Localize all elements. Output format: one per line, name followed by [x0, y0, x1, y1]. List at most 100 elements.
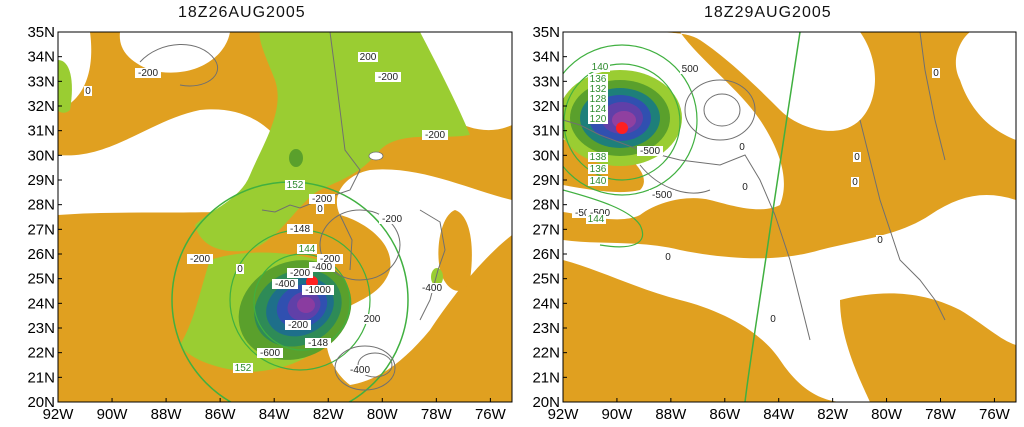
lat-tick-label: 31N — [27, 123, 55, 140]
contour-label-bg — [587, 208, 613, 218]
contour-label: 138 — [590, 152, 607, 163]
lat-tick-label: 22N — [27, 345, 55, 362]
contour-label-bg — [309, 194, 335, 204]
contour-label-bg — [588, 176, 608, 186]
contour-label: 120 — [590, 114, 607, 125]
lat-tick-label: 29N — [27, 172, 55, 189]
contour-label: 0 — [317, 204, 323, 215]
contour-label: 136 — [590, 164, 607, 175]
lat-tick-label: 33N — [27, 73, 55, 90]
contour-label: -200 — [425, 130, 445, 141]
lat-tick-label: 29N — [532, 172, 560, 189]
contour-label-bg — [305, 338, 331, 348]
panel-2-coastline — [563, 32, 946, 341]
contour-label: 500 — [682, 64, 699, 75]
contour-label: 0 — [854, 152, 860, 163]
lon-tick-label: 78W — [421, 406, 453, 423]
lon-tick-label: 82W — [817, 406, 849, 423]
contour-label: 0 — [665, 252, 671, 263]
lat-tick-label: 24N — [27, 295, 55, 312]
contour-label: 0 — [742, 182, 748, 193]
contour-label-bg — [586, 214, 606, 224]
contour-label-bg — [309, 262, 335, 272]
contour-label: 144 — [588, 214, 605, 225]
contour-label-bg — [375, 72, 401, 82]
panel-2-orange-band-north — [563, 32, 1016, 259]
contour-label-bg — [769, 314, 777, 324]
lat-tick-label: 22N — [532, 345, 560, 362]
lon-tick-label: 80W — [367, 406, 399, 423]
contour-label: 0 — [770, 314, 776, 325]
contour-label-bg — [297, 244, 317, 254]
lat-tick-label: 27N — [27, 221, 55, 238]
panel-2-axes: 35N 34N 33N 32N 31N 30N 29N 28N 27N 26N 25N 24N 23N 2… — [532, 24, 1010, 423]
lat-tick-label: 21N — [532, 369, 560, 386]
contour-label-bg — [379, 214, 405, 224]
contour-label: -400 — [312, 262, 332, 273]
contour-label-bg — [588, 114, 608, 124]
contour-label-bg — [649, 190, 675, 200]
contour-label: -400 — [275, 279, 295, 290]
contour-label-bg — [285, 320, 311, 330]
lon-tick-label: 86W — [205, 406, 237, 423]
lat-tick-label: 26N — [532, 246, 560, 263]
panel-2-contour-south — [563, 189, 644, 248]
panel-2-map: 140136132128124120500-500-5000138136140-… — [563, 32, 1016, 402]
lat-tick-label: 32N — [27, 98, 55, 115]
contour-label: -200 — [312, 194, 332, 205]
contour-label-bg — [287, 224, 313, 234]
lat-tick-label: 25N — [27, 271, 55, 288]
lat-tick-label: 20N — [532, 394, 560, 411]
lon-tick-label: 80W — [871, 406, 903, 423]
contour-label: -200 — [288, 320, 308, 331]
lon-tick-label: 84W — [763, 406, 795, 423]
panel-1-contour-labels: -2002000-200-200-2000-2000152-200-148144… — [84, 52, 448, 376]
panel-1-frame — [57, 31, 513, 403]
contour-label-bg — [588, 74, 608, 84]
lon-tick-label: 78W — [925, 406, 957, 423]
contour-label-bg — [285, 180, 305, 190]
contour-label: -500 — [575, 208, 595, 219]
panel-2-contour-meridional — [744, 32, 801, 402]
lon-tick-label: 86W — [709, 406, 741, 423]
contour-label: -600 — [260, 348, 280, 359]
contour-label: -200 — [138, 68, 158, 79]
contour-label: -200 — [290, 268, 310, 279]
contour-label-bg — [422, 130, 448, 140]
contour-label-bg — [302, 285, 334, 295]
lat-tick-label: 30N — [532, 147, 560, 164]
panel-2-title: 18Z29AUG2005 — [704, 4, 832, 21]
lat-tick-label: 30N — [27, 147, 55, 164]
contour-label-bg — [236, 264, 244, 274]
contour-label: 0 — [933, 68, 939, 79]
contour-label: 124 — [590, 104, 607, 115]
lat-tick-label: 23N — [532, 320, 560, 337]
contour-label-bg — [257, 348, 283, 358]
contour-label-bg — [588, 94, 608, 104]
panel-1-green-region — [195, 32, 470, 252]
panel-2-gray-contour-3 — [639, 164, 711, 194]
panel-2-storm-center-marker — [616, 122, 628, 134]
contour-label: 152 — [287, 180, 304, 191]
contour-label: 0 — [739, 142, 745, 153]
lat-tick-label: 35N — [532, 24, 560, 41]
contour-label: 136 — [590, 74, 607, 85]
lon-tick-label: 92W — [43, 406, 75, 423]
panel-1-gray-contour-north — [139, 44, 218, 87]
contour-label-bg — [362, 314, 382, 324]
lat-tick-label: 26N — [27, 246, 55, 263]
contour-label-bg — [347, 365, 373, 375]
contour-label: -500 — [640, 146, 660, 157]
panel-1-gray-contour-south — [334, 345, 396, 391]
contour-label-bg — [664, 252, 672, 262]
panel-1-coastline — [261, 32, 446, 321]
panel-1-orange-patch-sw — [58, 259, 111, 370]
contour-label-bg — [588, 152, 608, 162]
lon-tick-label: 90W — [97, 406, 129, 423]
contour-label: 0 — [877, 235, 883, 246]
panel-2-gray-contour-2 — [703, 93, 741, 127]
panel-2-gray-contour-1 — [684, 79, 756, 141]
lat-tick-label: 28N — [27, 197, 55, 214]
